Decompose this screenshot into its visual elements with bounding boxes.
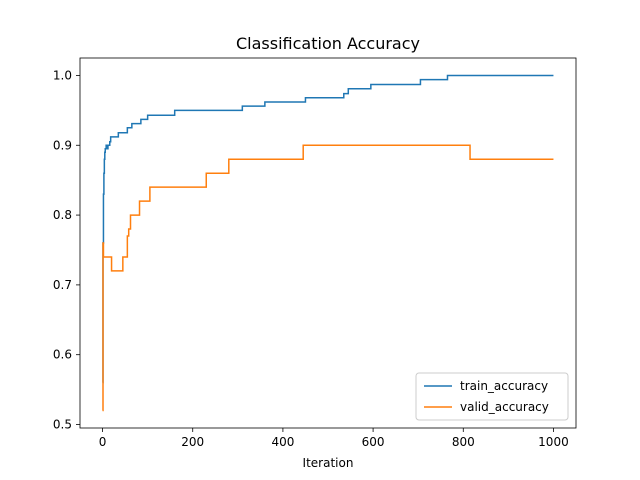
x-axis: 0 200 400 600 800 1000	[99, 428, 569, 449]
y-tick-label: 0.5	[53, 418, 72, 432]
legend: train_accuracy valid_accuracy	[415, 372, 569, 421]
x-tick-label: 0	[99, 435, 107, 449]
legend-label-train-accuracy: train_accuracy	[460, 379, 548, 393]
y-axis: 0.5 0.6 0.7 0.8 0.9 1.0	[53, 68, 80, 432]
y-tick-label: 0.6	[53, 348, 72, 362]
x-tick-label: 400	[271, 435, 294, 449]
y-tick-label: 1.0	[53, 68, 72, 82]
x-tick-label: 800	[452, 435, 475, 449]
legend-box	[415, 372, 569, 421]
chart-title: Classification Accuracy	[236, 34, 420, 53]
x-tick-label: 600	[362, 435, 385, 449]
y-tick-label: 0.7	[53, 278, 72, 292]
series-line-valid-accuracy	[102, 144, 554, 412]
x-axis-label: Iteration	[303, 456, 354, 470]
x-tick-label: 1000	[538, 435, 569, 449]
series-line-train-accuracy	[102, 74, 554, 384]
legend-label-valid-accuracy: valid_accuracy	[460, 400, 549, 414]
y-tick-label: 0.9	[53, 138, 72, 152]
plot-area-frame	[79, 57, 577, 429]
x-tick-label: 200	[181, 435, 204, 449]
y-tick-label: 0.8	[53, 208, 72, 222]
